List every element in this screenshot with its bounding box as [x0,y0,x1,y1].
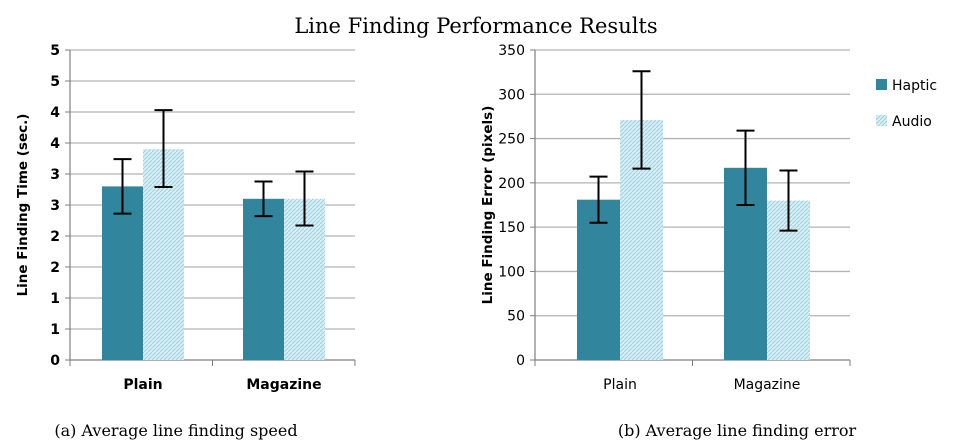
bar-haptic [243,198,284,360]
y-tick-label: 4 [50,105,60,121]
y-axis-title: Line Finding Error (pixels) [480,106,496,305]
legend-swatch-haptic [876,79,887,90]
figure-title: Line Finding Performance Results [294,14,657,38]
y-tick-label: 100 [498,264,525,280]
y-tick-label: 2 [50,229,60,245]
y-tick-label: 3 [50,167,60,183]
y-tick-label: 5 [50,43,60,59]
y-tick-label: 300 [498,87,525,103]
y-tick-label: 4 [50,136,60,152]
y-tick-label: 5 [50,74,60,90]
y-tick-label: 50 [507,309,525,325]
category-label: Magazine [246,377,321,393]
category-label: Magazine [734,377,801,393]
y-tick-label: 1 [50,291,60,307]
legend: Haptic Audio [876,78,937,130]
legend-label-audio: Audio [892,114,932,130]
caption-b: (b) Average line finding error [618,421,857,440]
legend-label-haptic: Haptic [892,78,937,94]
category-label: Plain [123,377,162,393]
y-tick-label: 200 [498,176,525,192]
category-label: Plain [603,377,637,393]
y-tick-label: 2 [50,260,60,276]
y-tick-label: 3 [50,198,60,214]
caption-a: (a) Average line finding speed [54,421,297,440]
y-tick-label: 250 [498,132,525,148]
y-tick-label: 0 [516,353,525,369]
bar-haptic [102,186,143,360]
bar-haptic [577,199,620,360]
speed-chart: 0 1 1 2 2 3 3 4 4 5 5 Line Finding Time (sec.) Plain… [15,43,356,393]
y-tick-label: 150 [498,220,525,236]
y-tick-label: 350 [498,43,525,59]
y-tick-label: 0 [50,353,60,369]
error-chart: 0 50 100 150 200 250 300 350 Line Finding Error … [480,43,851,393]
legend-swatch-audio [876,115,887,126]
y-tick-label: 1 [50,322,60,338]
y-axis-title: Line Finding Time (sec.) [15,114,31,297]
